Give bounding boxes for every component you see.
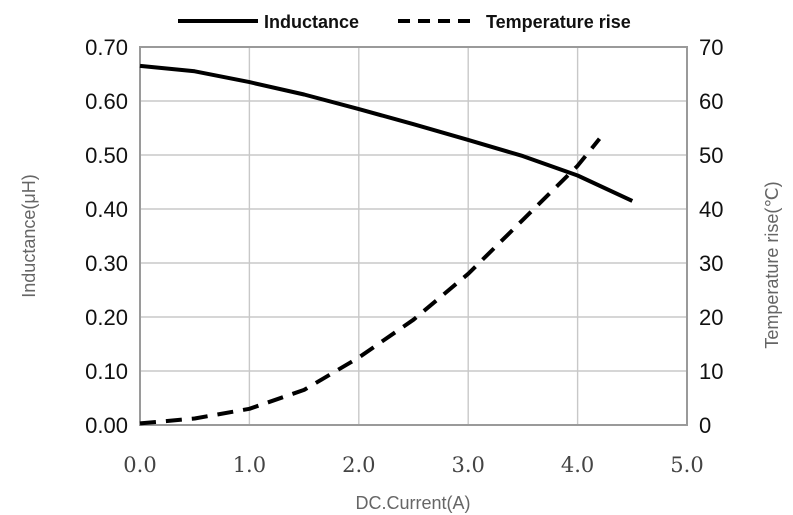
y-right-tick-label: 30 [699, 251, 723, 276]
y-left-tick-label: 0.10 [85, 359, 128, 384]
y-right-tick-label: 10 [699, 359, 723, 384]
y-left-axis-title: Inductance(μH) [19, 174, 39, 297]
y-right-tick-label: 20 [699, 305, 723, 330]
y-right-tick-label: 50 [699, 143, 723, 168]
plot-frame [139, 46, 688, 426]
y-right-tick-label: 70 [699, 35, 723, 60]
y-left-tick-label: 0.60 [85, 89, 128, 114]
tick-labels: 0.00 0 0.10 10 0.20 20 0.30 30 0.40 40 0.50 50 0.60 6… [85, 35, 723, 477]
y-left-tick-label: 0.20 [85, 305, 128, 330]
legend: Inductance Temperature rise [178, 12, 631, 32]
x-tick-label: 1.0 [233, 453, 266, 477]
y-right-tick-label: 0 [699, 413, 711, 438]
x-tick-label: 2.0 [342, 453, 375, 477]
x-tick-label: 0.0 [123, 453, 156, 477]
x-axis-title: DC.Current(A) [355, 493, 470, 513]
legend-label-inductance: Inductance [264, 12, 359, 32]
y-left-tick-label: 0.40 [85, 197, 128, 222]
y-right-axis-title: Temperature rise(℃) [762, 181, 782, 348]
y-left-tick-label: 0.00 [85, 413, 128, 438]
x-tick-label: 4.0 [561, 453, 594, 477]
series-lines [139, 63, 634, 426]
y-left-tick-label: 0.30 [85, 251, 128, 276]
x-tick-label: 5.0 [670, 453, 703, 477]
gridlines [140, 47, 687, 425]
y-right-tick-label: 60 [699, 89, 723, 114]
y-right-tick-label: 40 [699, 197, 723, 222]
series-line-temperature-rise [139, 137, 602, 426]
legend-label-temperature-rise: Temperature rise [486, 12, 631, 32]
y-left-tick-label: 0.50 [85, 143, 128, 168]
y-left-tick-label: 0.70 [85, 35, 128, 60]
x-tick-label: 3.0 [451, 453, 484, 477]
series-line-inductance [139, 63, 634, 203]
